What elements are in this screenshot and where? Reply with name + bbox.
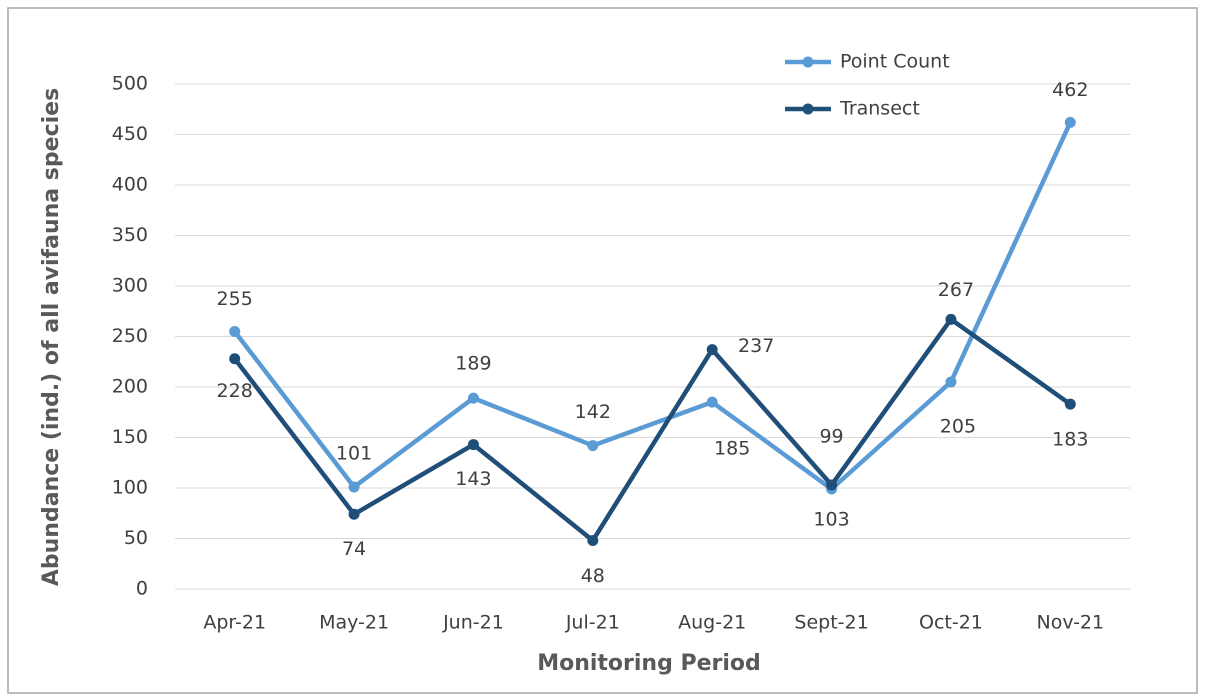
x-tick-label: May-21 — [319, 612, 389, 634]
data-point — [229, 325, 241, 337]
data-label: 103 — [813, 508, 849, 530]
data-point — [348, 508, 360, 520]
data-label: 267 — [938, 279, 974, 301]
data-label: 183 — [1052, 429, 1088, 451]
data-point — [348, 481, 360, 493]
y-tick-label: 350 — [112, 224, 148, 246]
data-label: 237 — [738, 335, 774, 357]
y-tick-label: 150 — [112, 426, 148, 448]
y-tick-label: 200 — [112, 376, 148, 398]
series-line — [232, 121, 1073, 492]
data-label: 185 — [714, 438, 750, 460]
x-tick-label: Sept-21 — [794, 612, 868, 634]
x-tick-label: Jul-21 — [565, 612, 620, 634]
x-tick-label: Jun-21 — [442, 612, 504, 634]
data-label: 48 — [581, 565, 605, 587]
y-tick-label: 250 — [112, 325, 148, 347]
data-label: 462 — [1052, 79, 1088, 101]
data-label: 228 — [217, 380, 253, 402]
data-point — [945, 376, 957, 388]
data-point — [1064, 116, 1076, 128]
y-tick-label: 400 — [112, 174, 148, 196]
y-tick-label: 300 — [112, 275, 148, 297]
data-label: 99 — [819, 426, 843, 448]
y-tick-label: 500 — [112, 73, 148, 95]
y-tick-label: 0 — [136, 578, 148, 600]
y-axis-title: Abundance (ind.) of all avifauna species — [39, 88, 64, 586]
data-label: 142 — [575, 401, 611, 423]
data-label: 74 — [342, 538, 366, 560]
data-label: 255 — [217, 288, 253, 310]
x-tick-label: Aug-21 — [678, 612, 746, 634]
data-point — [467, 392, 479, 404]
x-tick-label: Apr-21 — [203, 612, 266, 634]
data-point — [229, 353, 241, 365]
data-label: 205 — [940, 415, 976, 437]
y-tick-label: 450 — [112, 123, 148, 145]
series-line — [232, 317, 1072, 543]
legend-marker — [802, 56, 814, 68]
y-tick-label: 50 — [124, 527, 148, 549]
x-tick-label: Oct-21 — [919, 612, 983, 634]
data-point — [945, 313, 957, 325]
data-label: 143 — [455, 468, 491, 490]
chart-frame — [7, 7, 1198, 694]
data-point — [706, 344, 718, 356]
data-point — [826, 479, 838, 491]
y-tick-label: 100 — [112, 477, 148, 499]
data-label: 101 — [336, 442, 372, 464]
x-tick-label: Nov-21 — [1037, 612, 1105, 634]
legend-marker — [802, 103, 814, 115]
data-label: 189 — [455, 353, 491, 375]
x-axis-title: Monitoring Period — [537, 651, 761, 676]
data-point — [706, 396, 718, 408]
data-point — [587, 535, 599, 547]
legend-label: Transect — [839, 98, 920, 120]
data-point — [467, 439, 479, 451]
data-point — [587, 440, 599, 452]
legend-label: Point Count — [840, 51, 950, 73]
data-point — [1064, 398, 1076, 410]
